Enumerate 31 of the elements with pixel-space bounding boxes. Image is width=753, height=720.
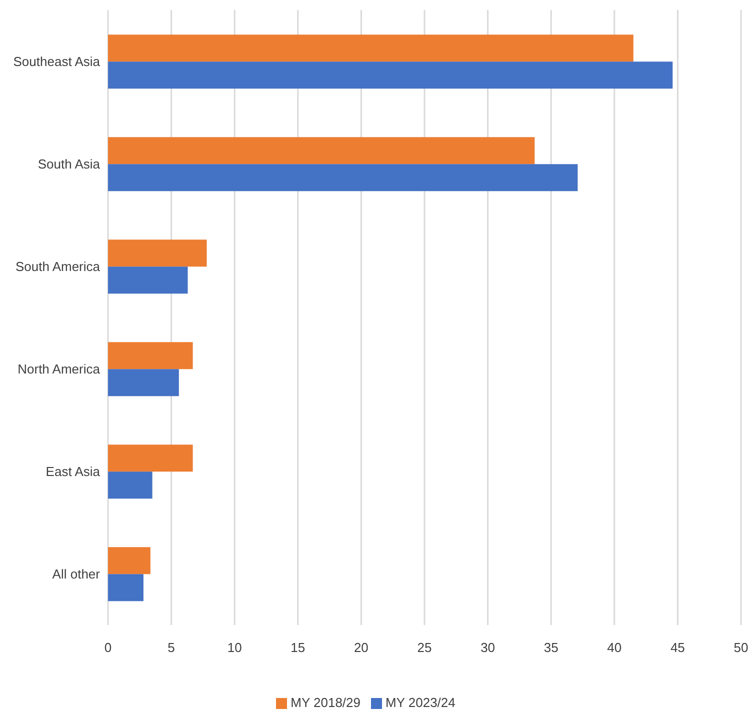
y-tick-label: Southeast Asia — [13, 54, 101, 69]
x-tick-label: 35 — [544, 640, 558, 656]
bar — [108, 137, 535, 164]
y-tick-label: North America — [18, 361, 101, 376]
y-tick-label: East Asia — [46, 464, 101, 479]
bar — [108, 342, 193, 370]
y-tick-label: South America — [15, 258, 101, 274]
x-tick-label: 20 — [354, 640, 368, 656]
legend-label: MY 2018/29 — [290, 695, 360, 710]
legend-label: MY 2023/24 — [386, 695, 456, 710]
bar — [108, 444, 193, 472]
bar — [108, 547, 150, 574]
x-tick-label: 45 — [670, 640, 685, 656]
x-tick-label: 40 — [607, 640, 622, 656]
x-tick-label: 5 — [168, 640, 175, 656]
bar — [108, 472, 152, 499]
bar — [108, 34, 634, 62]
bar — [108, 164, 578, 192]
x-tick-label: 0 — [104, 640, 112, 656]
x-tick-label: 25 — [417, 640, 432, 656]
bar — [108, 266, 188, 294]
y-tick-label: South Asia — [38, 156, 101, 172]
x-tick-label: 50 — [734, 640, 748, 656]
bar — [108, 62, 673, 89]
y-tick-label: All other — [52, 566, 101, 582]
bar — [108, 574, 144, 602]
bar — [108, 240, 207, 267]
x-tick-label: 10 — [227, 640, 242, 656]
bar — [108, 369, 179, 396]
x-tick-label: 15 — [290, 640, 306, 656]
x-tick-label: 30 — [480, 640, 496, 656]
